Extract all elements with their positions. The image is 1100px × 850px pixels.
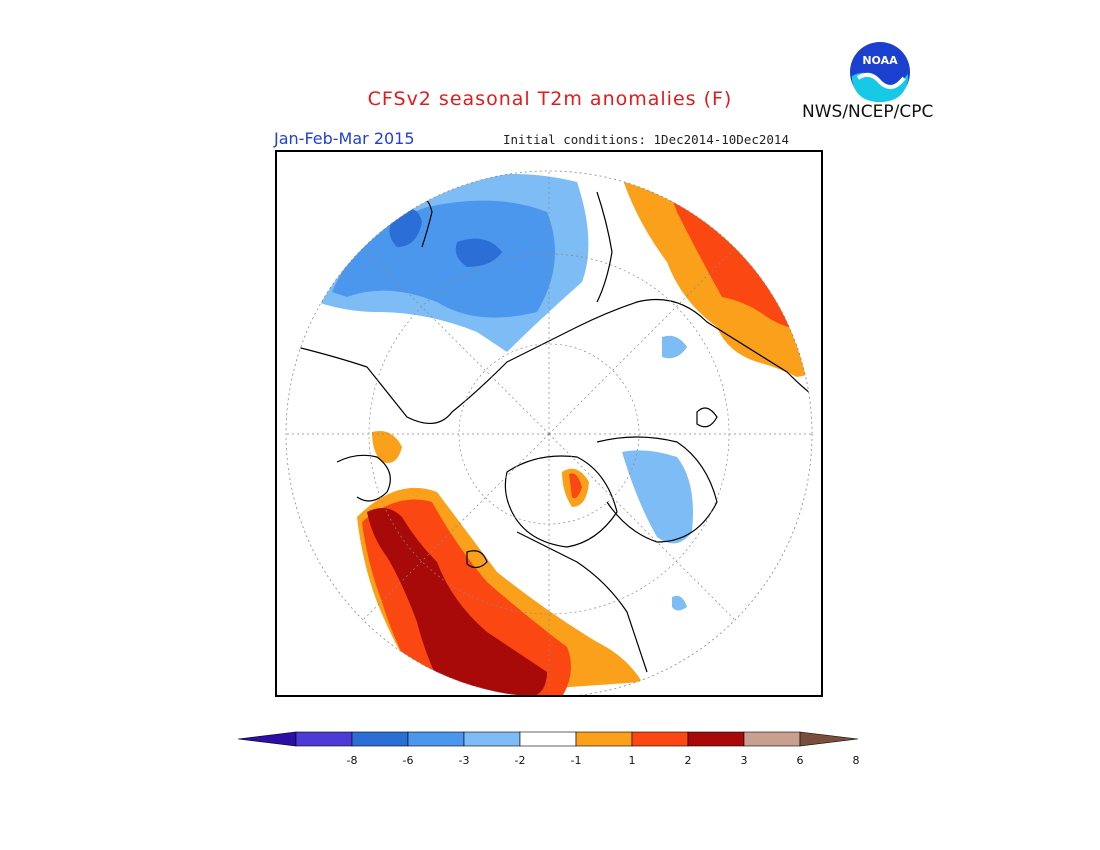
color-scale-tick: -2	[514, 754, 526, 767]
color-bin-2	[351, 731, 409, 747]
color-bin-0	[238, 731, 297, 747]
warm-anomaly-alaska-spot	[372, 431, 402, 463]
warm-anomaly-na-darkred	[367, 508, 547, 695]
color-scale-tick: 8	[852, 754, 860, 767]
season-label: Jan-Feb-Mar 2015	[274, 129, 415, 148]
color-scale-tick: 6	[796, 754, 804, 767]
cold-anomaly-region-medium	[332, 200, 555, 318]
color-scale-tick: -1	[570, 754, 582, 767]
color-bin-9	[743, 731, 801, 747]
cold-anomaly-spot-2	[672, 595, 687, 611]
initial-conditions-label: Initial conditions: 1Dec2014-10Dec2014	[503, 132, 789, 147]
color-scale-tick: -8	[346, 754, 358, 767]
color-bin-7	[631, 731, 689, 747]
cold-anomaly-spot	[662, 335, 687, 359]
color-scale-tick: 3	[740, 754, 748, 767]
color-bin-1	[295, 731, 353, 747]
color-scale-tick: 1	[628, 754, 636, 767]
color-bin-4	[463, 731, 521, 747]
polar-map-svg	[285, 170, 813, 695]
cold-anomaly-core-2	[455, 238, 502, 267]
color-scale-bar	[238, 731, 859, 747]
warm-anomaly-greenland-core	[569, 473, 582, 499]
noaa-logo-icon: NOAA	[850, 42, 910, 102]
graticule	[286, 171, 812, 695]
cold-anomaly-canada	[622, 450, 693, 544]
map-boundary-circle	[285, 170, 813, 695]
color-bin-8	[687, 731, 745, 747]
color-bin-3	[407, 731, 465, 747]
color-bin-10	[799, 731, 859, 747]
agency-label: NWS/NCEP/CPC	[802, 102, 934, 122]
map-title: CFSv2 seasonal T2m anomalies (F)	[367, 88, 733, 110]
anomaly-map	[275, 150, 823, 697]
color-scale-tick: 2	[684, 754, 692, 767]
warm-anomaly-spot-europe	[727, 325, 757, 349]
coastlines	[296, 191, 812, 673]
color-scale-tick: -6	[402, 754, 414, 767]
logo-text: NOAA	[862, 54, 898, 67]
color-bin-6	[575, 731, 633, 747]
color-scale-tick: -3	[458, 754, 470, 767]
color-bin-5	[519, 731, 577, 747]
